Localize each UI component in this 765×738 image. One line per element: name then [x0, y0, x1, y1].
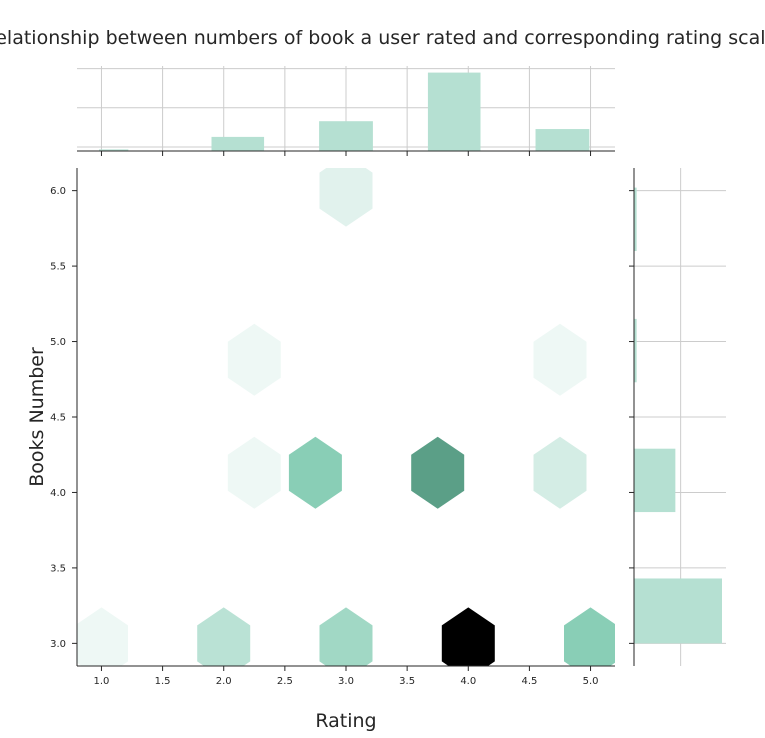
hexbin-cell: [197, 607, 251, 666]
top-marginal-histogram: [77, 66, 615, 156]
y-tick-label: 4.5: [50, 413, 66, 424]
hexbin-cell: [227, 323, 281, 396]
y-axis-label: Books Number: [26, 347, 48, 487]
hexbin-cell: [533, 323, 587, 396]
hexbin-cell: [319, 168, 373, 227]
y-tick-label: 5.0: [50, 337, 66, 348]
top-marginal-bar: [535, 129, 590, 151]
hexbin-cell: [564, 607, 615, 666]
top-marginal-bar: [211, 136, 265, 151]
x-tick-label: 5.0: [583, 676, 599, 687]
hexbin-cell: [533, 436, 587, 509]
x-tick-label: 2.5: [277, 676, 293, 687]
hexbin-cell: [441, 607, 495, 666]
right-marginal-histogram: [629, 168, 726, 666]
y-tick-label: 4.0: [50, 488, 66, 499]
x-axis-label: Rating: [315, 710, 376, 732]
x-tick-label: 3.5: [399, 676, 415, 687]
hexbin-cell: [411, 436, 465, 509]
x-tick-label: 3.0: [338, 676, 354, 687]
right-marginal-bar: [634, 318, 637, 383]
hexbin-cell: [77, 607, 128, 666]
top-marginal-bar: [99, 149, 129, 151]
x-tick-label: 1.0: [94, 676, 110, 687]
x-tick-label: 4.5: [521, 676, 537, 687]
main-grid: [77, 168, 615, 666]
hexbin-cell: [227, 436, 281, 509]
y-tick-label: 6.0: [50, 186, 66, 197]
chart-title: Relationship between numbers of book a u…: [0, 27, 765, 49]
top-marginal-bar: [427, 72, 481, 151]
main-axes: 1.0 1.5 2.0 2.5 3.0 3.5 4.0 4.5 5.0 3.0 3.5 4.0 4.5 5…: [50, 168, 615, 687]
y-tick-label: 5.5: [50, 262, 66, 273]
y-tick-label: 3.5: [50, 563, 66, 574]
x-tick-label: 1.5: [155, 676, 171, 687]
right-marginal-bar: [634, 578, 722, 644]
hexbin-cell: [319, 607, 373, 666]
right-marginal-bar: [634, 187, 637, 251]
right-marginal-bar: [634, 448, 676, 513]
hexbin-cell: [288, 436, 342, 509]
x-tick-label: 4.0: [460, 676, 476, 687]
y-tick-label: 3.0: [50, 639, 66, 650]
top-marginal-bar: [319, 121, 373, 151]
hexbin-layer: [77, 168, 615, 666]
x-tick-label: 2.0: [216, 676, 232, 687]
